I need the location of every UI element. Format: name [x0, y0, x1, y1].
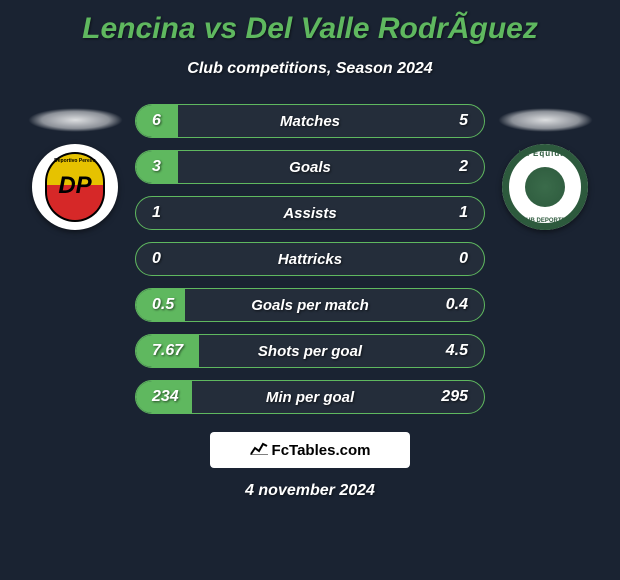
- right-club-logo: La Equidad CLUB DEPORTIVO: [502, 144, 588, 230]
- stat-label: Shots per goal: [258, 343, 362, 360]
- left-club-column: Deportivo Pereira DP: [25, 108, 125, 230]
- stat-label: Goals: [289, 159, 331, 176]
- stat-value-right: 0.4: [446, 296, 468, 314]
- right-player-placeholder: [498, 108, 593, 132]
- brand-badge[interactable]: FcTables.com: [210, 432, 410, 468]
- brand-label: FcTables.com: [272, 442, 371, 459]
- chart-icon: [250, 441, 268, 460]
- stat-value-right: 4.5: [446, 342, 468, 360]
- stat-value-right: 295: [441, 388, 468, 406]
- comparison-title: Lencina vs Del Valle RodrÃ­guez: [0, 0, 620, 46]
- right-club-column: La Equidad CLUB DEPORTIVO: [495, 108, 595, 230]
- stat-label: Matches: [280, 113, 340, 130]
- stat-value-left: 0.5: [152, 296, 174, 314]
- stat-value-right: 2: [459, 158, 468, 176]
- right-club-subtitle: CLUB DEPORTIVO: [502, 218, 588, 224]
- left-club-initials: DP: [45, 172, 105, 200]
- stat-row: 3 Goals 2: [135, 150, 485, 184]
- stat-row: 0 Hattricks 0: [135, 242, 485, 276]
- stat-value-right: 0: [459, 250, 468, 268]
- left-player-placeholder: [28, 108, 123, 132]
- stat-label: Hattricks: [278, 251, 342, 268]
- stat-value-left: 7.67: [152, 342, 183, 360]
- stat-value-left: 6: [152, 112, 161, 130]
- stat-row: 6 Matches 5: [135, 104, 485, 138]
- comparison-subtitle: Club competitions, Season 2024: [0, 60, 620, 78]
- stat-value-left: 0: [152, 250, 161, 268]
- left-club-name-small: Deportivo Pereira: [45, 158, 105, 164]
- stat-value-left: 1: [152, 204, 161, 222]
- stat-value-right: 5: [459, 112, 468, 130]
- main-content: Deportivo Pereira DP 6 Matches 5 3 Goals 2 1 As…: [0, 108, 620, 414]
- stat-row: 7.67 Shots per goal 4.5: [135, 334, 485, 368]
- stat-label: Assists: [283, 205, 336, 222]
- stat-value-right: 1: [459, 204, 468, 222]
- right-club-name: La Equidad: [502, 149, 588, 158]
- stat-label: Min per goal: [266, 389, 354, 406]
- stat-row: 234 Min per goal 295: [135, 380, 485, 414]
- footer-date: 4 november 2024: [0, 482, 620, 500]
- stat-row: 0.5 Goals per match 0.4: [135, 288, 485, 322]
- left-club-logo: Deportivo Pereira DP: [32, 144, 118, 230]
- stat-label: Goals per match: [251, 297, 369, 314]
- stat-row: 1 Assists 1: [135, 196, 485, 230]
- stat-value-left: 234: [152, 388, 179, 406]
- stat-value-left: 3: [152, 158, 161, 176]
- stats-list: 6 Matches 5 3 Goals 2 1 Assists 1 0 Hattricks 0 0.5 G…: [135, 104, 485, 414]
